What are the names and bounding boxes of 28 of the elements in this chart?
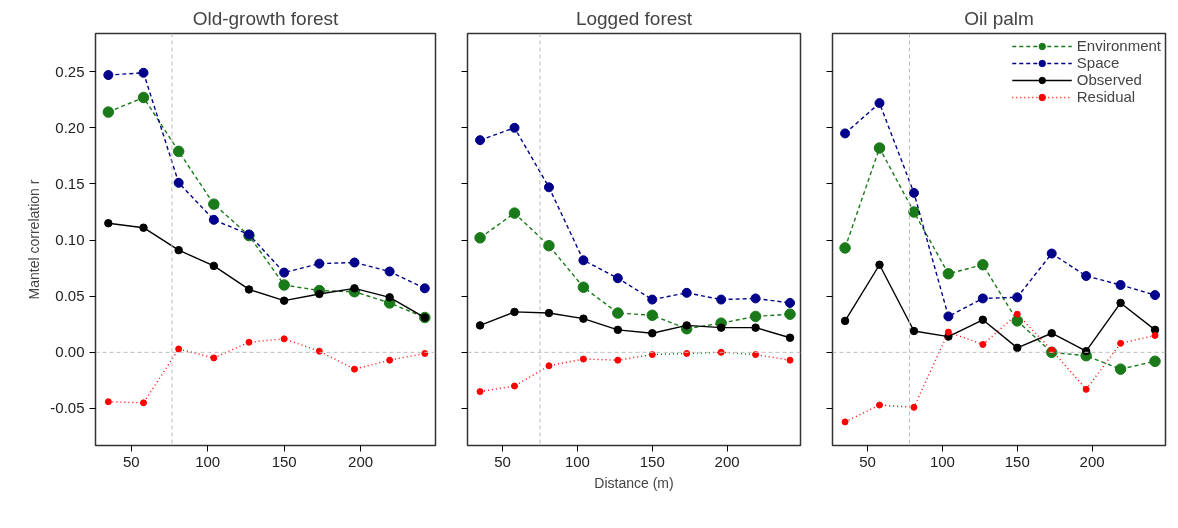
y-tick-label: 0.00 xyxy=(55,343,85,361)
x-tick-label: 200 xyxy=(1079,452,1105,470)
x-tick-label: 200 xyxy=(348,452,374,470)
y-tick-label: 0.15 xyxy=(55,174,85,192)
x-tick-label: 100 xyxy=(195,452,221,470)
x-tick-label: 50 xyxy=(494,452,511,470)
x-tick-label: 100 xyxy=(929,452,955,470)
x-axis-title: Distance (m) xyxy=(594,474,674,491)
x-tick-label: 150 xyxy=(1004,452,1030,470)
y-tick-label: 0.05 xyxy=(55,287,85,305)
x-tick-label: 150 xyxy=(639,452,665,470)
x-tick-label: 200 xyxy=(714,452,740,470)
legend-label: Space xyxy=(1076,54,1120,71)
x-tick-label: 50 xyxy=(859,452,876,470)
x-tick-label: 100 xyxy=(564,452,590,470)
chart-title: Oil palm xyxy=(964,7,1034,29)
legend-label: Environment xyxy=(1076,37,1161,54)
y-tick-label: 0.25 xyxy=(55,62,85,80)
x-tick-label: 50 xyxy=(122,452,140,470)
legend-label: Residual xyxy=(1076,88,1136,105)
y-tick-label: 0.10 xyxy=(55,231,85,249)
chart-title: Old-growth forest xyxy=(192,7,340,29)
y-tick-label: -0.05 xyxy=(50,399,85,417)
legend-label: Observed xyxy=(1076,71,1142,88)
y-tick-label: 0.20 xyxy=(55,118,85,136)
chart-title: Logged forest xyxy=(575,7,693,29)
y-axis-title: Mantel correlation r xyxy=(26,179,43,300)
x-tick-label: 150 xyxy=(271,452,297,470)
